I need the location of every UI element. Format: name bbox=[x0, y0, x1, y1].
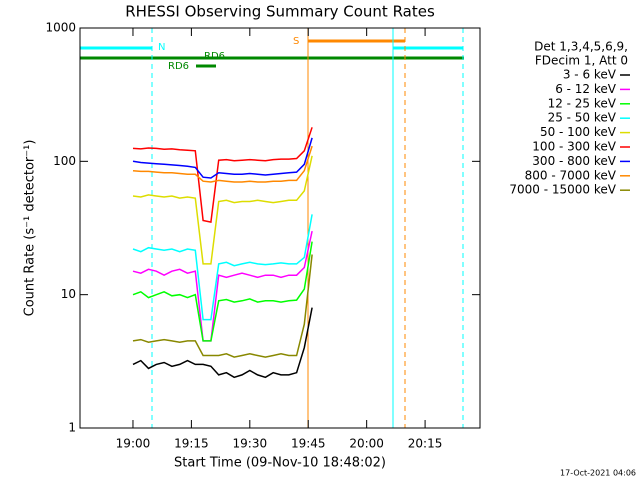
legend-label: 100 - 300 keV bbox=[532, 140, 616, 154]
legend-label: 300 - 800 keV bbox=[532, 154, 616, 168]
series-line bbox=[132, 230, 313, 342]
y-tick-label: 1 bbox=[68, 421, 76, 435]
series-line bbox=[132, 127, 313, 223]
flag-label: N bbox=[158, 42, 165, 53]
series-line bbox=[132, 137, 313, 179]
x-tick-label: 19:00 bbox=[116, 437, 151, 451]
flag-label: RD6 bbox=[204, 51, 225, 62]
chart-title: RHESSI Observing Summary Count Rates bbox=[125, 3, 435, 21]
x-axis-label: Start Time (09-Nov-10 18:48:02) bbox=[174, 456, 386, 471]
flag-label: S bbox=[293, 36, 299, 47]
y-tick-label: 10 bbox=[61, 287, 76, 301]
series-line bbox=[132, 241, 313, 342]
x-tick-label: 19:15 bbox=[174, 437, 209, 451]
plot-frame bbox=[79, 27, 481, 429]
legend-label: 6 - 12 keV bbox=[555, 82, 617, 96]
legend-label: 12 - 25 keV bbox=[548, 96, 617, 110]
x-tick-label: 20:15 bbox=[408, 437, 443, 451]
legend-label: 50 - 100 keV bbox=[540, 125, 617, 139]
legend-label: 25 - 50 keV bbox=[548, 111, 617, 125]
series-line bbox=[132, 254, 313, 358]
legend-label: 800 - 7000 keV bbox=[525, 168, 617, 182]
x-tick-label: 19:30 bbox=[233, 437, 268, 451]
legend-header: Det 1,3,4,5,6,9, bbox=[534, 40, 628, 54]
legend-label: 3 - 6 keV bbox=[563, 68, 617, 82]
series-line bbox=[132, 214, 313, 321]
flag-label: RD6 bbox=[168, 61, 189, 72]
series-line bbox=[132, 307, 313, 379]
legend-label: 7000 - 15000 keV bbox=[509, 183, 616, 197]
y-tick-label: 100 bbox=[53, 154, 76, 168]
y-axis-label: Count Rate (s⁻¹ detector⁻¹) bbox=[23, 140, 38, 317]
series-line bbox=[132, 145, 313, 183]
series-line bbox=[132, 155, 313, 265]
x-tick-label: 19:45 bbox=[291, 437, 326, 451]
y-tick-label: 1000 bbox=[45, 21, 76, 35]
footer: 17-Oct-2021 04:06 bbox=[560, 469, 636, 478]
legend-header: FDecim 1, Att 0 bbox=[535, 54, 628, 68]
x-tick-label: 20:00 bbox=[349, 437, 384, 451]
